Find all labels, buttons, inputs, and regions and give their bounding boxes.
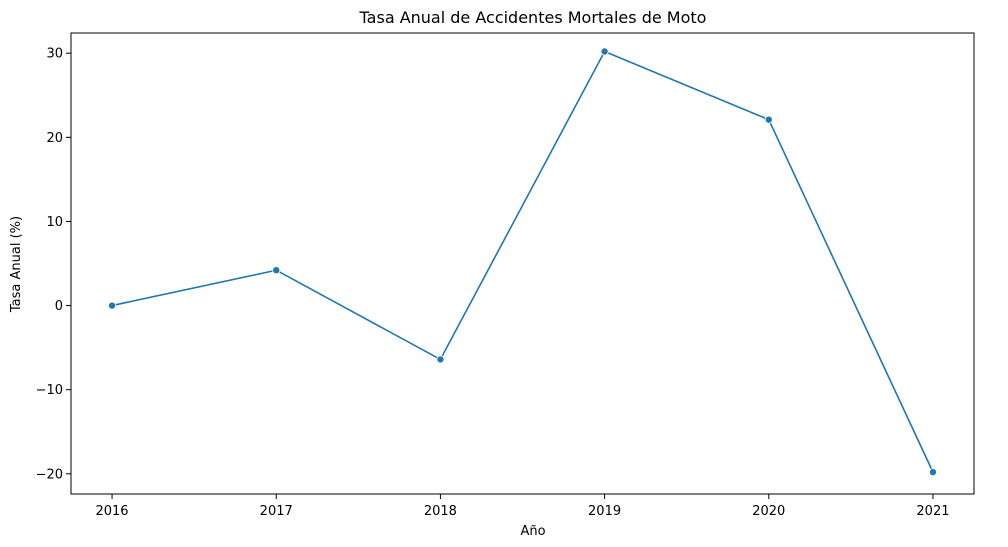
data-point [108,301,117,310]
chart-title: Tasa Anual de Accidentes Mortales de Mot… [359,8,707,27]
x-tick-label: 2016 [95,504,128,519]
data-point [436,355,445,364]
series-layer [108,47,937,477]
x-tick-label: 2021 [916,504,949,519]
plot-area-frame [70,32,975,495]
y-tick-label: 0 [55,299,63,314]
y-axis-ticks: −20 −10 0 10 20 30 [36,47,71,482]
y-tick-label: 10 [46,215,63,230]
x-axis-ticks: 2016 2017 2018 2019 2020 2021 [95,494,950,519]
x-tick-label: 2017 [260,504,293,519]
y-tick-label: −20 [36,467,63,482]
data-point [600,47,609,56]
x-tick-label: 2020 [752,504,785,519]
y-tick-label: 20 [46,131,63,146]
series-line [111,50,934,473]
data-point [272,266,281,275]
data-point [764,115,773,124]
x-axis-label: Año [520,524,545,539]
y-tick-label: 30 [46,47,63,62]
y-tick-label: −10 [36,383,63,398]
y-axis-label: Tasa Anual (%) [9,216,24,313]
x-tick-label: 2019 [588,504,621,519]
x-tick-label: 2018 [424,504,457,519]
data-point [928,468,937,477]
